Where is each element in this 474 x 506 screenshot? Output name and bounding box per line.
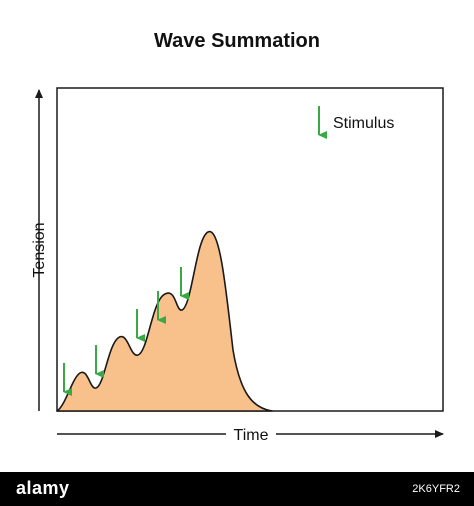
stimulus-arrows xyxy=(63,267,189,396)
legend: Stimulus xyxy=(318,106,394,139)
wave-summation-diagram: Stimulus Tension Time xyxy=(31,87,444,444)
diagram-title: Wave Summation xyxy=(154,30,320,52)
watermark-logo: alamy xyxy=(16,478,70,498)
watermark-bar: alamy 2K6YFR2 xyxy=(0,472,474,506)
watermark-image-code: 2K6YFR2 xyxy=(412,483,460,495)
y-axis-label: Tension xyxy=(31,222,48,277)
x-axis-label: Time xyxy=(234,427,269,444)
legend-label: Stimulus xyxy=(333,115,394,132)
